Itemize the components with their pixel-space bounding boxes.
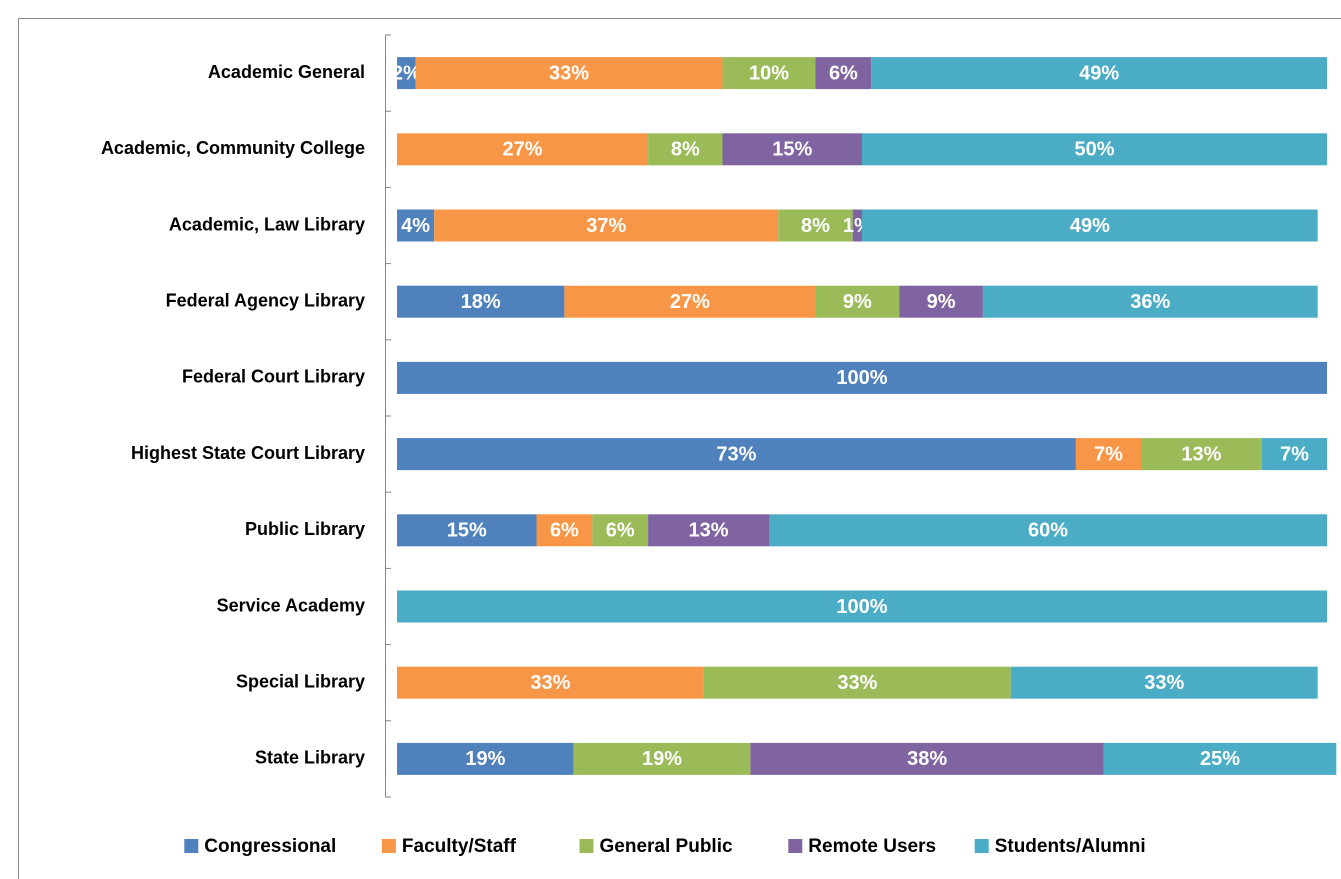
bar-segment <box>982 285 1318 318</box>
data-label: 27% <box>503 139 543 161</box>
data-label: 6% <box>829 62 858 84</box>
data-label: 33% <box>837 672 877 694</box>
bar-segment <box>815 285 900 318</box>
data-label: 25% <box>1200 748 1240 770</box>
data-label: 37% <box>586 215 626 237</box>
bar-segment <box>1261 438 1327 471</box>
data-label: 7% <box>1094 443 1123 465</box>
data-label: 13% <box>689 520 729 542</box>
data-label: 49% <box>1079 62 1119 84</box>
data-label: 73% <box>716 443 756 465</box>
bar-segment <box>536 514 593 547</box>
data-label: 49% <box>1070 215 1110 237</box>
bar-segment <box>573 742 751 775</box>
category-label: Federal Court Library <box>182 367 365 387</box>
bar-segment <box>722 133 862 166</box>
bar-segment <box>648 514 769 547</box>
bar-segment <box>397 361 1327 394</box>
bar-segment <box>397 209 435 242</box>
bar-segment <box>852 209 862 242</box>
bar-segment <box>703 666 1011 699</box>
data-label: 10% <box>749 62 789 84</box>
legend-swatch <box>579 839 594 853</box>
data-label: 4% <box>401 215 430 237</box>
bar-segment <box>722 57 816 90</box>
bar-segment <box>1075 438 1141 471</box>
data-label: 100% <box>836 367 887 389</box>
data-label: 60% <box>1028 520 1068 542</box>
bar-segment <box>397 514 537 547</box>
bar-segment <box>397 133 649 166</box>
bar-segment <box>871 57 1327 90</box>
data-label: 15% <box>772 139 812 161</box>
data-label: 33% <box>1144 672 1184 694</box>
data-label: 8% <box>801 215 830 237</box>
legend-label: Congressional <box>204 836 336 857</box>
legend-swatch <box>381 839 396 853</box>
bar-segment <box>1010 666 1318 699</box>
bar-segment <box>769 514 1327 547</box>
data-label: 18% <box>461 291 501 313</box>
bar-segment <box>862 133 1327 166</box>
data-label: 100% <box>836 596 887 618</box>
category-label: Federal Agency Library <box>166 290 365 310</box>
data-label: 6% <box>606 520 635 542</box>
data-label: 36% <box>1130 291 1170 313</box>
data-label: 33% <box>530 672 570 694</box>
category-label: Highest State Court Library <box>131 443 365 463</box>
category-label: State Library <box>255 748 365 768</box>
bar-segment <box>397 438 1076 471</box>
data-label: 2% <box>392 62 421 84</box>
bar-segment <box>1141 438 1262 471</box>
bar-segment <box>397 285 565 318</box>
category-label: Special Library <box>236 671 365 691</box>
data-label: 15% <box>447 520 487 542</box>
legend-swatch <box>184 839 199 853</box>
legend-swatch <box>974 839 989 853</box>
data-label: 19% <box>465 748 505 770</box>
bar-segment <box>1103 742 1337 775</box>
data-label: 38% <box>907 748 947 770</box>
bar-segment <box>815 57 872 90</box>
legend-label: Faculty/Staff <box>402 836 517 857</box>
data-label: 9% <box>927 291 956 313</box>
data-label: 7% <box>1280 443 1309 465</box>
bar-segment <box>648 133 723 166</box>
bar-segment <box>778 209 853 242</box>
bar-segment <box>862 209 1318 242</box>
bar-segment <box>899 285 983 318</box>
data-label: 33% <box>549 62 589 84</box>
bar-segment <box>397 742 574 775</box>
bar-segment <box>415 57 723 90</box>
bar-segment <box>750 742 1104 775</box>
data-label: 6% <box>550 520 579 542</box>
category-label: Service Academy <box>217 595 365 615</box>
data-label: 50% <box>1074 139 1114 161</box>
data-label: 8% <box>671 139 700 161</box>
data-label: 19% <box>642 748 682 770</box>
category-label: Academic General <box>208 62 365 82</box>
bar-segment <box>434 209 779 242</box>
bar-segment <box>397 57 416 90</box>
bar-segment <box>397 590 1327 623</box>
legend-label: General Public <box>600 836 733 857</box>
category-label: Public Library <box>245 519 365 539</box>
data-label: 27% <box>670 291 710 313</box>
category-label: Academic, Community College <box>101 138 365 158</box>
bar-segment <box>564 285 816 318</box>
data-label: 13% <box>1181 443 1221 465</box>
category-label: Academic, Law Library <box>169 214 365 234</box>
bar-segment <box>592 514 649 547</box>
legend-label: Remote Users <box>808 836 936 857</box>
legend-swatch <box>788 839 803 853</box>
bar-segment <box>397 666 704 699</box>
data-label: 9% <box>843 291 872 313</box>
legend-label: Students/Alumni <box>995 836 1146 857</box>
